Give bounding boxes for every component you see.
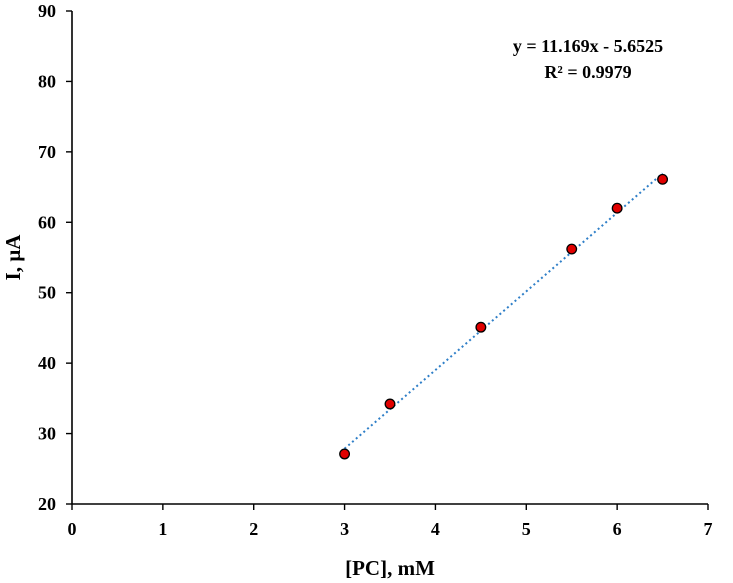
data-point	[384, 398, 396, 410]
x-tick-label: 2	[249, 519, 258, 539]
data-point	[339, 448, 351, 460]
y-axis-ticks: 20 30 40 50 60 70 80 90	[38, 1, 72, 514]
y-tick-label: 60	[38, 212, 56, 232]
data-points	[339, 173, 669, 460]
trendline-equation: y = 11.169x - 5.6525	[513, 36, 663, 56]
y-axis-title: I, µA	[1, 234, 25, 281]
x-tick-label: 7	[704, 519, 713, 539]
data-point	[475, 321, 487, 333]
x-tick-label: 3	[340, 519, 349, 539]
data-point	[566, 243, 578, 255]
x-tick-label: 5	[522, 519, 531, 539]
plot-area: 0 1 2 3 4 5 6 7 20 30 40 50 60 70 80 90	[38, 1, 713, 539]
y-tick-label: 70	[38, 142, 56, 162]
data-point	[611, 202, 623, 214]
y-tick-label: 80	[38, 71, 56, 91]
x-tick-label: 4	[431, 519, 440, 539]
data-point	[657, 173, 669, 185]
y-tick-label: 20	[38, 494, 56, 514]
x-tick-label: 1	[158, 519, 167, 539]
x-tick-label: 6	[613, 519, 622, 539]
y-tick-label: 40	[38, 353, 56, 373]
y-tick-label: 50	[38, 283, 56, 303]
y-tick-label: 90	[38, 1, 56, 21]
y-tick-label: 30	[38, 424, 56, 444]
trendline-r2: R² = 0.9979	[544, 62, 631, 82]
trendline	[343, 172, 664, 450]
x-axis-ticks: 0 1 2 3 4 5 6 7	[68, 504, 713, 539]
x-axis-title: [PC], mM	[345, 556, 435, 580]
x-tick-label: 0	[68, 519, 77, 539]
